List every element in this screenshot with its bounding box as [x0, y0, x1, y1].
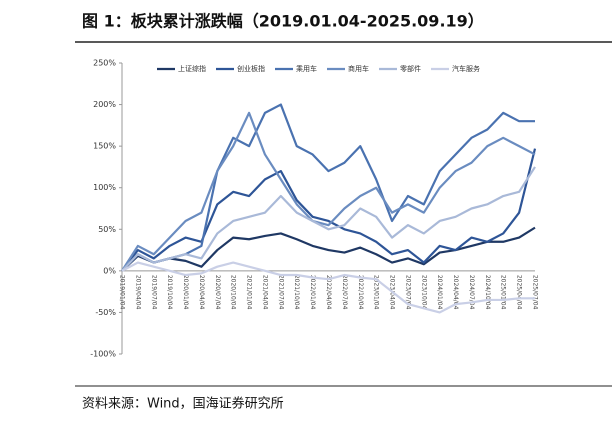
x-tick-label: 2021/01/04 [246, 275, 253, 310]
x-tick-label: 2022/10/04 [357, 275, 364, 310]
x-tick-label: 2022/04/04 [325, 275, 332, 310]
series-line [121, 103, 535, 272]
series-line [121, 111, 536, 272]
x-tick-label: 2023/01/04 [373, 275, 380, 310]
legend-label: 创业板指 [237, 64, 265, 73]
legend-label: 商用车 [348, 64, 369, 73]
x-tick-label: 2019/01/04 [119, 275, 126, 310]
y-tick-label: -100% [90, 350, 116, 359]
legend-label: 上证综指 [178, 64, 206, 73]
x-tick-label: 2020/07/04 [214, 275, 221, 310]
x-tick-label: 2025/04/04 [516, 275, 523, 310]
y-tick-label: 50% [98, 225, 116, 234]
x-tick-label: 2021/10/04 [293, 275, 300, 310]
legend-label: 乘用车 [296, 64, 317, 73]
x-tick-label: 2021/07/04 [277, 275, 284, 310]
y-tick-label: 200% [93, 100, 116, 109]
x-tick-label: 2022/07/04 [341, 275, 348, 310]
x-tick-label: 2025/07/04 [532, 275, 539, 310]
y-tick-label: -50% [95, 308, 116, 317]
legend-label: 零部件 [400, 64, 421, 73]
series-line [121, 148, 537, 272]
x-tick-label: 2019/04/04 [134, 275, 141, 310]
x-tick-label: 2020/04/04 [198, 275, 205, 310]
y-tick-label: 0% [103, 266, 116, 275]
x-tick-label: 2024/10/04 [484, 275, 491, 310]
series-line [121, 166, 536, 272]
x-tick-label: 2020/10/04 [230, 275, 237, 310]
x-tick-label: 2023/10/04 [420, 275, 427, 310]
x-tick-label: 2019/10/04 [166, 275, 173, 310]
y-tick-label: 150% [93, 142, 116, 151]
x-tick-label: 2024/07/04 [468, 275, 475, 310]
x-tick-label: 2021/04/04 [261, 275, 268, 310]
chart-title: 图 1：板块累计涨跌幅（2019.01.04-2025.09.19） [82, 12, 484, 31]
x-tick-label: 2024/01/04 [436, 275, 443, 310]
x-tick-label: 2019/07/04 [150, 275, 157, 310]
x-tick-label: 2020/01/04 [182, 275, 189, 310]
legend-label: 汽车服务 [452, 64, 480, 73]
x-tick-label: 2022/01/04 [309, 275, 316, 310]
series-line [121, 226, 536, 272]
source: 资料来源：Wind，国海证券研究所 [82, 396, 284, 412]
x-tick-label: 2025/01/04 [500, 275, 507, 310]
series-line [121, 261, 535, 314]
x-tick-label: 2023/07/04 [404, 275, 411, 310]
y-tick-label: 250% [93, 59, 116, 68]
x-tick-label: 2024/04/04 [452, 275, 459, 310]
y-tick-label: 100% [93, 183, 116, 192]
